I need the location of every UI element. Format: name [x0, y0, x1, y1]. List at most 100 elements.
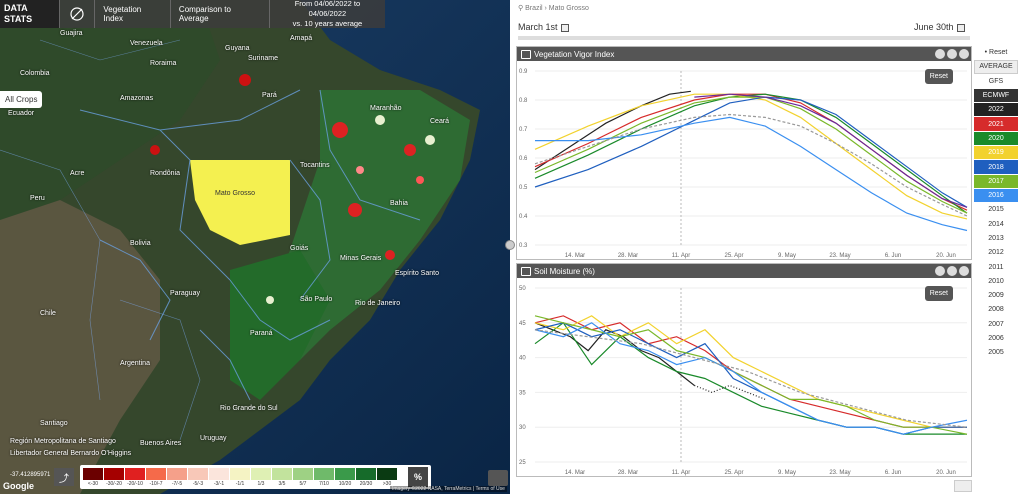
logo-line1: DATA: [4, 3, 28, 13]
download-icon[interactable]: [935, 49, 945, 59]
year-option-2005[interactable]: 2005: [988, 349, 1004, 357]
legend-swatch: 3/5: [272, 467, 292, 487]
end-date-picker[interactable]: June 30th: [914, 22, 965, 32]
share-button[interactable]: ⤴: [54, 468, 74, 486]
legend-swatch: -10/-7: [146, 467, 166, 487]
logo-line2: STATS: [4, 14, 33, 24]
series-line-forecast: [694, 384, 766, 400]
expand-icon[interactable]: [947, 49, 957, 59]
y-tick-label: 0.4: [519, 214, 528, 220]
legend-color: [356, 467, 376, 480]
years-reset-button[interactable]: • Reset: [984, 49, 1008, 57]
map-label: Pará: [262, 92, 277, 99]
breadcrumb-text: Brazil › Mato Grosso: [525, 5, 589, 12]
year-option-2009[interactable]: 2009: [988, 292, 1004, 300]
panel-divider-handle[interactable]: [505, 240, 515, 250]
legend-label: -5/-3: [192, 480, 204, 487]
x-tick-label: 6. Jun: [885, 253, 901, 259]
crop-selector[interactable]: All Crops: [0, 91, 43, 108]
map-attribution[interactable]: Imagery ©2022 NASA, TerraMetrics | Terms…: [390, 486, 507, 492]
year-option-2022[interactable]: 2022: [974, 103, 1018, 117]
x-tick-label: 23. May: [829, 253, 850, 259]
chart-reset-button[interactable]: Reset: [924, 69, 953, 84]
map-view[interactable]: DATA STATS Vegetation Index Comparison t…: [0, 0, 510, 494]
map-label: São Paulo: [300, 296, 333, 303]
breadcrumb[interactable]: ⚲ Brazil › Mato Grosso: [518, 4, 589, 12]
year-option-2018[interactable]: 2018: [974, 160, 1018, 174]
datastats-logo[interactable]: DATA STATS: [0, 0, 60, 28]
unit-toggle-button[interactable]: %: [408, 467, 428, 487]
y-tick-label: 0.9: [519, 69, 528, 75]
x-tick-label: 11. Apr: [672, 253, 691, 259]
legend-label: -1/1: [235, 480, 245, 487]
crossed-circle-icon: [70, 7, 84, 21]
map-fullscreen-button[interactable]: [488, 470, 508, 486]
legend-swatch: 7/10: [314, 467, 334, 487]
year-option-2008[interactable]: 2008: [988, 306, 1004, 314]
year-option-2021[interactable]: 2021: [974, 117, 1018, 131]
map-label: Ceará: [430, 118, 450, 125]
legend-label: -30/-20: [106, 480, 122, 487]
soil-moisture-chart[interactable]: 50 45 40 35 30 25 14. Mar 28. Mar 11. Apr 25. Apr…: [517, 278, 973, 478]
map-label: Goiás: [290, 245, 309, 252]
map-label: Ecuador: [8, 110, 35, 117]
close-icon[interactable]: [959, 266, 969, 276]
vegetation-vigor-chart[interactable]: 0.9 0.8 0.7 0.6 0.5 0.4 0.3 14. Mar 28. Mar 11. A…: [517, 61, 973, 261]
year-option-2006[interactable]: 2006: [988, 335, 1004, 343]
year-option-2019[interactable]: 2019: [974, 146, 1018, 160]
close-icon[interactable]: [959, 49, 969, 59]
year-option-2010[interactable]: 2010: [988, 277, 1004, 285]
date-range-slider[interactable]: [518, 36, 970, 40]
series-line-2016: [534, 322, 968, 435]
legend-swatch: 20/30: [356, 467, 376, 487]
map-canvas[interactable]: [0, 0, 510, 494]
map-label: Rio de Janeiro: [355, 300, 401, 307]
x-tick-label: 20. Jun: [936, 253, 956, 259]
legend-swatch: -5/-3: [188, 467, 208, 487]
map-label: Espírito Santo: [395, 270, 439, 277]
series-line-2019: [534, 93, 968, 220]
year-option-2011[interactable]: 2011: [988, 263, 1004, 271]
share-icon: ⤴: [59, 473, 69, 485]
year-option-2012[interactable]: 2012: [988, 249, 1004, 257]
year-option-2017[interactable]: 2017: [974, 174, 1018, 188]
chart-reset-button[interactable]: Reset: [924, 286, 953, 301]
year-option-2015[interactable]: 2015: [988, 206, 1004, 214]
expand-icon[interactable]: [947, 266, 957, 276]
calendar-icon: [560, 23, 569, 32]
x-tick-label: 14. Mar: [565, 470, 585, 476]
x-tick-label: 20. Jun: [936, 470, 956, 476]
series-line-2021: [534, 315, 967, 428]
y-tick-label: 40: [519, 356, 526, 362]
date-range-selector[interactable]: From 04/06/2022 to 04/06/2022 vs. 10 yea…: [268, 0, 385, 28]
year-option-2016[interactable]: 2016: [974, 188, 1018, 203]
y-tick-label: 0.8: [519, 98, 528, 104]
start-date-picker[interactable]: March 1st: [518, 22, 569, 32]
date-range-line1: From 04/06/2022 to 04/06/2022: [294, 0, 361, 18]
year-option-average[interactable]: AVERAGE: [974, 60, 1018, 74]
series-line-2019: [534, 315, 967, 428]
year-option-2020[interactable]: 2020: [974, 131, 1018, 146]
comparison-to-average-button[interactable]: Comparison to Average: [169, 0, 269, 28]
legend-color: [335, 467, 355, 480]
year-option-2013[interactable]: 2013: [988, 235, 1004, 242]
year-option-2014[interactable]: 2014: [988, 220, 1004, 228]
map-label: Guajira: [60, 30, 83, 37]
x-tick-label: 11. Apr: [672, 470, 691, 476]
download-icon[interactable]: [935, 266, 945, 276]
chart-icon: [521, 49, 531, 59]
end-date-label: June 30th: [914, 22, 954, 32]
map-label: Paraná: [250, 330, 273, 337]
panel-toggle-button[interactable]: [954, 480, 972, 492]
year-option-2007[interactable]: 2007: [988, 320, 1004, 328]
no-layer-toggle[interactable]: [59, 0, 94, 28]
layer-vegetation-index-button[interactable]: Vegetation Index: [94, 0, 170, 28]
map-label: Acre: [70, 170, 85, 177]
year-option-ecmwf[interactable]: ECMWF: [974, 88, 1018, 103]
year-option-gfs[interactable]: GFS: [988, 77, 1004, 85]
legend-label: 3/5: [278, 480, 286, 487]
legend-label: -10/-7: [149, 480, 163, 487]
map-label: Tocantins: [300, 162, 330, 169]
legend-color: [314, 467, 334, 480]
legend-swatch: 1/3: [251, 467, 271, 487]
